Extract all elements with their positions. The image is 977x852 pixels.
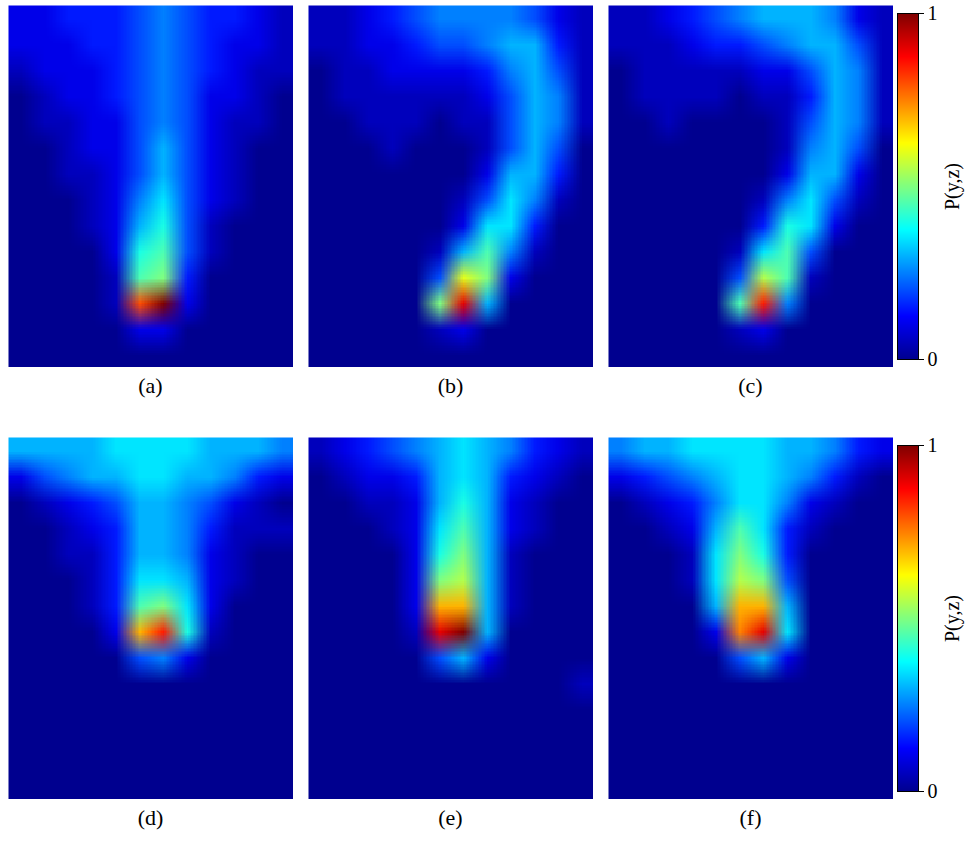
svg-text:0: 0 (928, 780, 938, 802)
html-text:(d): (d) (137, 805, 164, 830)
svg-text:P(y,z): P(y,z) (941, 595, 964, 642)
html-text:(c): (c) (738, 373, 763, 398)
svg-text:1: 1 (928, 434, 938, 456)
svg-text:0: 0 (928, 348, 938, 370)
html-text:(f): (f) (739, 805, 762, 830)
html-text:(e): (e) (438, 805, 463, 830)
html-text:(a): (a) (138, 373, 163, 398)
html-text:(b): (b) (437, 373, 464, 398)
svg-text:P(y,z): P(y,z) (941, 163, 964, 210)
svg-text:1: 1 (928, 2, 938, 24)
